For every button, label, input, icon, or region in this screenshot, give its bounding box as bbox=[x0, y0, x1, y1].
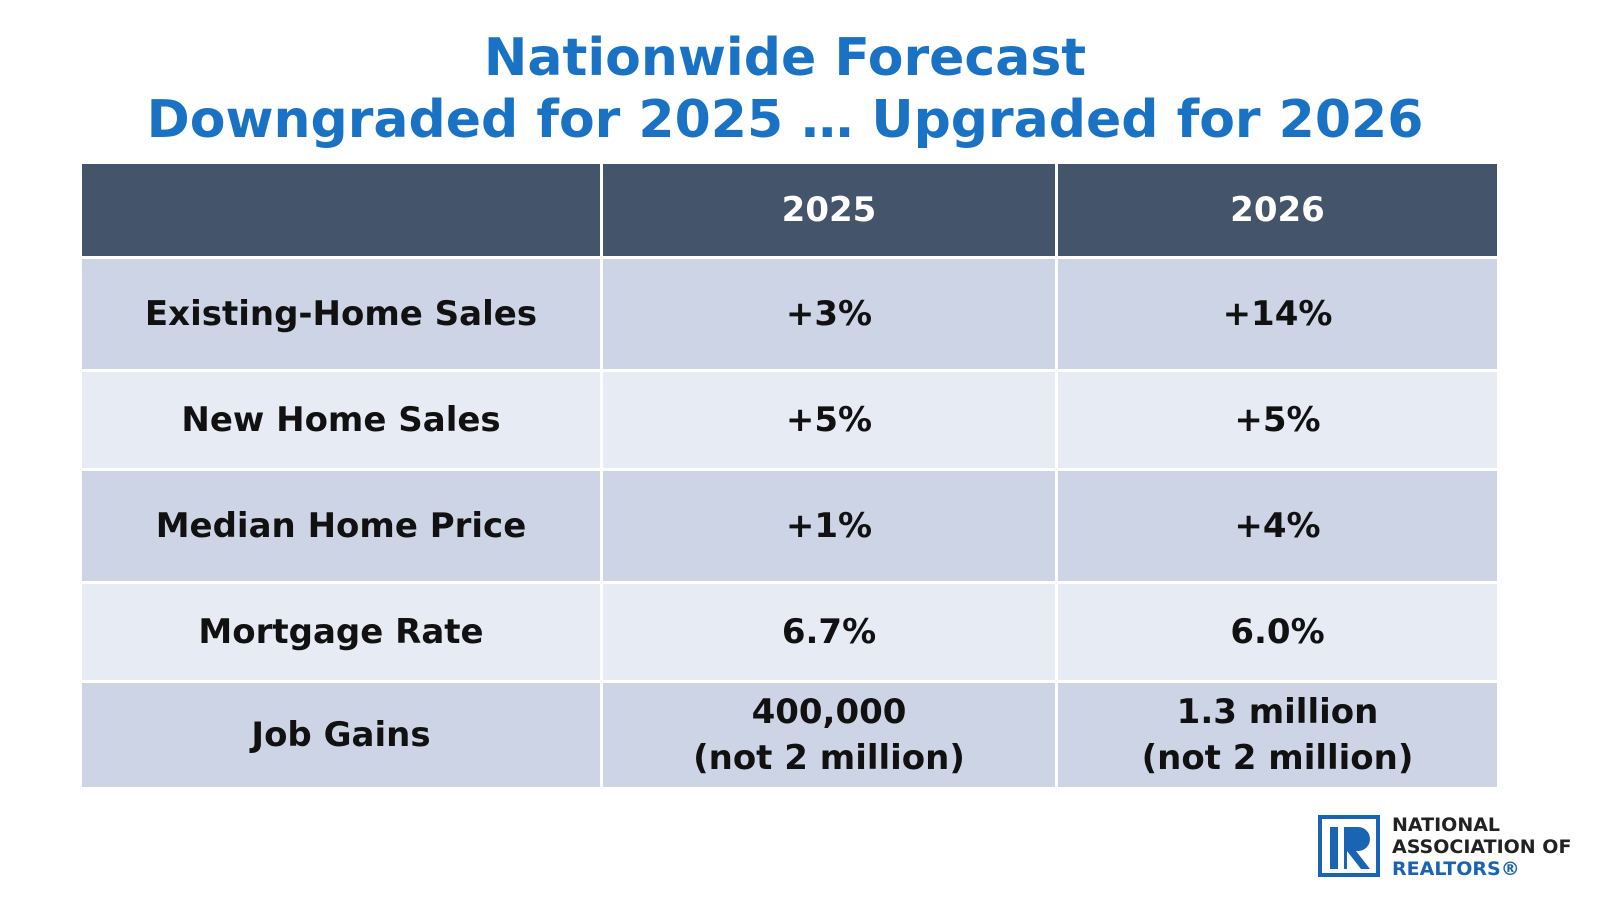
value-cell: +1% bbox=[603, 471, 1058, 581]
value-cell: +5% bbox=[603, 372, 1058, 468]
table-row: Existing-Home Sales +3% +14% bbox=[82, 259, 1497, 372]
row-label: Existing-Home Sales bbox=[82, 259, 603, 369]
logo-text: REALTORS® bbox=[1392, 858, 1520, 880]
value-cell: 6.0% bbox=[1058, 584, 1497, 680]
cell-line: 1.3 million bbox=[1176, 692, 1379, 732]
table-row: Job Gains 400,000 (not 2 million) 1.3 milli… bbox=[82, 683, 1497, 790]
value-cell: 1.3 million (not 2 million) bbox=[1058, 683, 1497, 787]
row-label: New Home Sales bbox=[82, 372, 603, 468]
forecast-table: 2025 2026 Existing-Home Sales +3% +14% New Ho… bbox=[82, 164, 1497, 790]
title: Nationwide Forecast bbox=[483, 28, 1087, 88]
table-row: New Home Sales +5% +5% bbox=[82, 372, 1497, 471]
value-cell: +14% bbox=[1058, 259, 1497, 369]
value-cell: 400,000 (not 2 million) bbox=[603, 683, 1058, 787]
header-row: 2025 2026 bbox=[82, 164, 1497, 259]
value-cell: +5% bbox=[1058, 372, 1497, 468]
logo-text: ASSOCIATION OF bbox=[1392, 836, 1572, 858]
logo-icon bbox=[1318, 815, 1380, 877]
value-cell: +3% bbox=[603, 259, 1058, 369]
cell-line: (not 2 million) bbox=[693, 738, 965, 778]
logo-text: NATIONAL bbox=[1392, 814, 1501, 836]
row-label: Mortgage Rate bbox=[82, 584, 603, 680]
title: Downgraded for 2025 … Upgraded for 2026 bbox=[146, 90, 1424, 150]
cell-line: (not 2 million) bbox=[1141, 738, 1414, 778]
value-cell: 6.7% bbox=[603, 584, 1058, 680]
table-row: Median Home Price +1% +4% bbox=[82, 471, 1497, 584]
row-label: Job Gains bbox=[82, 683, 603, 787]
cell-line: 400,000 bbox=[751, 692, 907, 732]
value-cell: +4% bbox=[1058, 471, 1497, 581]
header-cell bbox=[82, 164, 603, 256]
row-label: Median Home Price bbox=[82, 471, 603, 581]
table-row: Mortgage Rate 6.7% 6.0% bbox=[82, 584, 1497, 683]
header-cell: 2026 bbox=[1058, 164, 1497, 256]
header-cell: 2025 bbox=[603, 164, 1058, 256]
